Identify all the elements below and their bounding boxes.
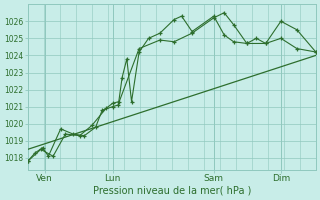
X-axis label: Pression niveau de la mer( hPa ): Pression niveau de la mer( hPa ) [92, 186, 251, 196]
